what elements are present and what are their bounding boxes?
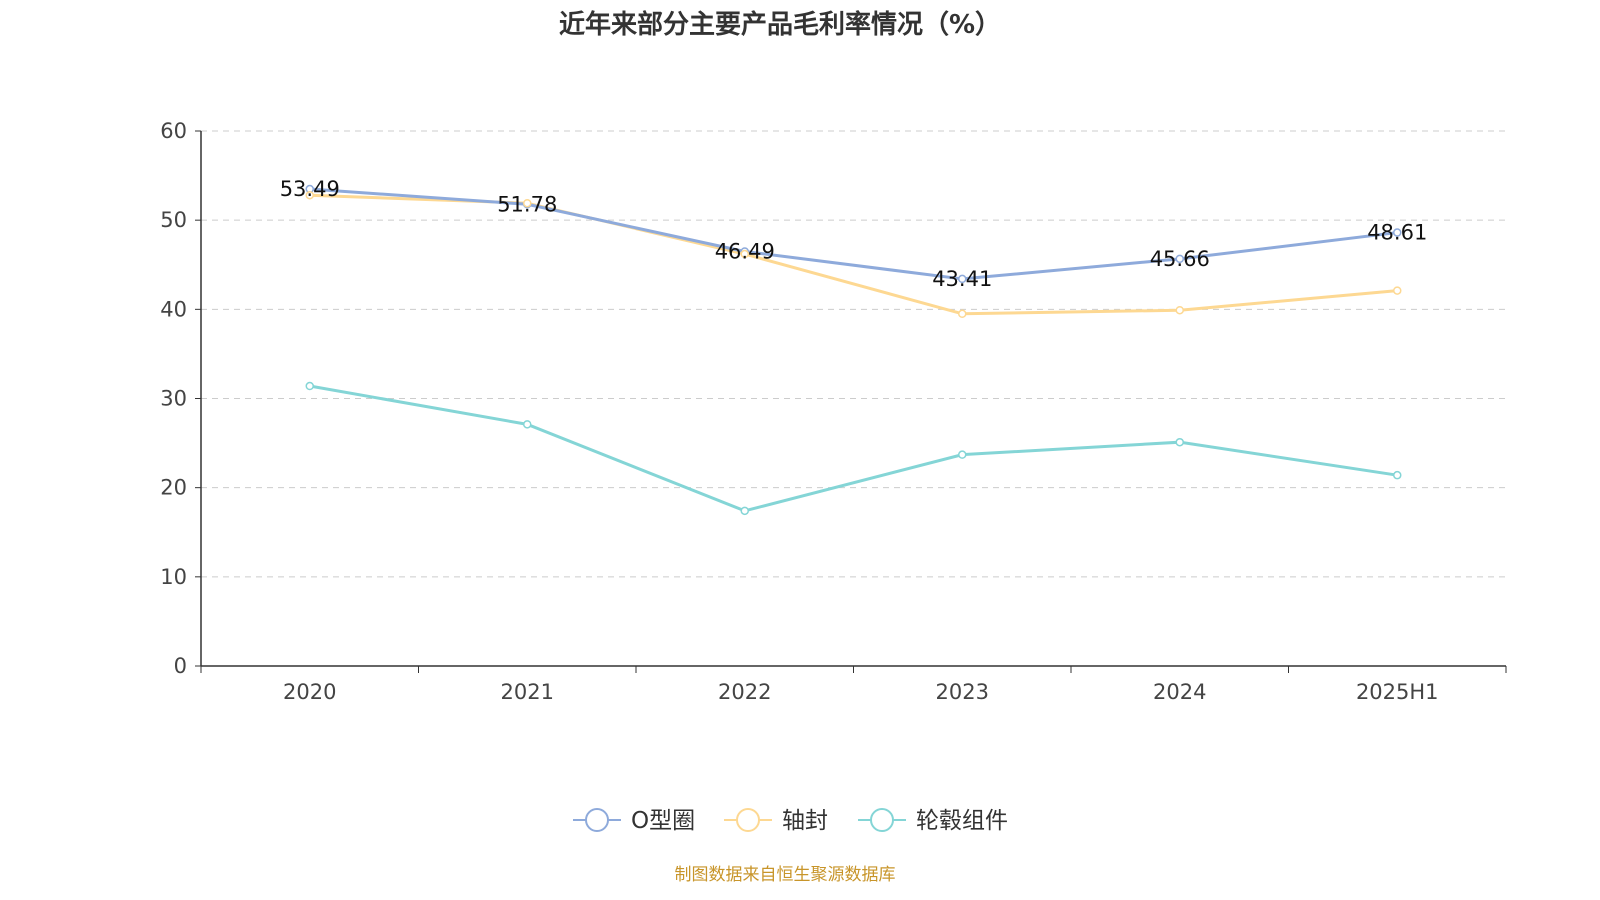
data-point <box>523 420 532 429</box>
data-point <box>958 309 967 319</box>
data-point <box>523 198 532 208</box>
chart-title: 近年来部分主要产品毛利率情况（%） <box>558 10 1002 40</box>
data-point <box>958 274 967 284</box>
legend-marker <box>585 808 609 832</box>
data-point <box>1393 228 1402 237</box>
data-label: 43.41 <box>932 267 992 291</box>
y-tick-label: 50 <box>160 208 187 232</box>
legend-marker <box>736 808 760 832</box>
x-tick-label: 2020 <box>283 680 336 704</box>
x-tick-label: 2021 <box>501 680 554 704</box>
x-tick-label: 2022 <box>718 680 771 704</box>
source-note: 制图数据来自恒生聚源数据库 <box>674 865 896 885</box>
y-tick-label: 10 <box>160 565 187 589</box>
y-tick-label: 40 <box>160 297 187 321</box>
data-point <box>1175 437 1184 447</box>
data-point <box>1393 286 1402 295</box>
x-tick-label: 2025H1 <box>1356 680 1439 704</box>
data-point <box>1393 470 1402 480</box>
data-point <box>740 249 749 259</box>
x-tick-label: 2023 <box>936 680 989 704</box>
y-tick-label: 60 <box>160 119 187 143</box>
legend-label[interactable]: 轮毂组件 <box>916 808 1008 834</box>
y-tick-label: 30 <box>160 387 187 411</box>
data-label: 46.49 <box>715 239 775 263</box>
data-point <box>740 506 749 516</box>
data-label: 48.61 <box>1367 221 1427 245</box>
series-line <box>309 384 1398 513</box>
series-line <box>309 187 1398 281</box>
data-point <box>1175 305 1184 315</box>
legend-label[interactable]: O型圈 <box>631 808 695 834</box>
series-line <box>309 193 1398 316</box>
data-label: 51.78 <box>497 192 557 216</box>
data-point <box>305 190 314 200</box>
legend-label[interactable]: 轴封 <box>782 808 828 834</box>
legend-marker <box>870 808 894 832</box>
x-tick-label: 2024 <box>1153 680 1206 704</box>
y-tick-label: 0 <box>174 654 187 678</box>
y-tick-label: 20 <box>160 476 187 500</box>
data-point <box>1175 254 1184 264</box>
data-point <box>305 381 314 391</box>
data-point <box>958 450 967 459</box>
data-label: 53.49 <box>280 177 340 201</box>
data-label: 45.66 <box>1150 247 1210 271</box>
